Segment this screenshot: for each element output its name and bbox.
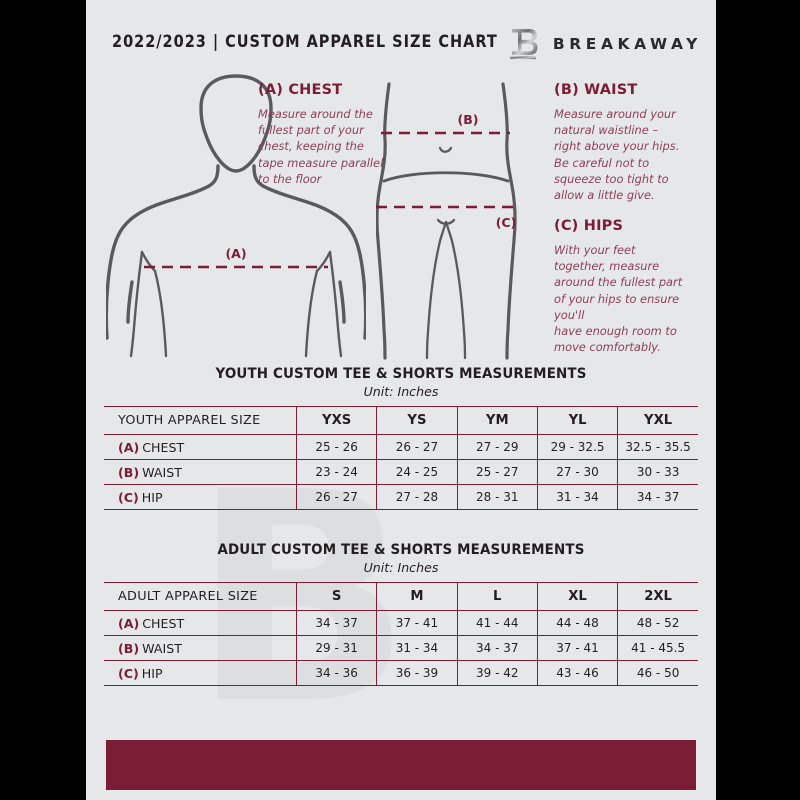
adult-waist-l: 34 - 37 xyxy=(456,635,538,661)
youth-row-chest-label: (A) CHEST xyxy=(104,434,297,460)
callout-hips: (C) HIPS With your feet together, measur… xyxy=(554,218,706,355)
adult-hip-2xl: 46 - 50 xyxy=(617,660,698,686)
row-text: WAIST xyxy=(142,640,182,656)
youth-chest-yxl: 32.5 - 35.5 xyxy=(617,434,698,460)
youth-row-waist-label: (B) WAIST xyxy=(104,459,297,485)
lower-body-front-figure: (B) (C) xyxy=(376,82,517,360)
adult-waist-s: 29 - 31 xyxy=(295,635,377,661)
callout-waist: (B) WAIST Measure around your natural wa… xyxy=(554,82,706,203)
row-text: CHEST xyxy=(142,439,185,455)
page-title: 2022/2023 | CUSTOM APPAREL SIZE CHART xyxy=(112,32,498,51)
youth-size-col-1: YS xyxy=(376,406,458,435)
youth-waist-yxl: 30 - 33 xyxy=(617,459,698,485)
adult-chest-xl: 44 - 48 xyxy=(536,610,618,636)
callout-hips-body: With your feet together, measure around … xyxy=(554,243,683,355)
callout-waist-heading: (B) WAIST xyxy=(554,82,638,98)
adult-hip-m: 36 - 39 xyxy=(376,660,458,686)
adult-size-col-4: 2XL xyxy=(617,582,698,611)
adult-hip-l: 39 - 42 xyxy=(456,660,538,686)
youth-hip-yxl: 34 - 37 xyxy=(617,484,698,510)
adult-size-col-1: M xyxy=(376,582,458,611)
youth-row-hip-label: (C) HIP xyxy=(104,484,297,510)
callout-hips-heading: (C) HIPS xyxy=(554,218,624,234)
breakaway-b-logo-icon xyxy=(509,29,538,60)
adult-size-col-0: S xyxy=(295,582,377,611)
youth-size-col-3: YL xyxy=(536,406,618,435)
callout-chest-heading: (A) CHEST xyxy=(258,82,343,98)
chest-measure-label: (A) xyxy=(225,246,246,261)
adult-size-column-label: ADULT APPAREL SIZE xyxy=(104,582,297,611)
callout-chest-body: Measure around the fullest part of your … xyxy=(258,107,384,186)
adult-waist-2xl: 41 - 45.5 xyxy=(617,635,698,661)
row-mark-b: (B) xyxy=(118,640,140,656)
adult-chest-2xl: 48 - 52 xyxy=(617,610,698,636)
adult-size-col-2: L xyxy=(456,582,538,611)
callout-waist-body: Measure around your natural waistline – … xyxy=(554,107,680,202)
row-mark-a: (A) xyxy=(118,439,140,455)
youth-chest-yxs: 25 - 26 xyxy=(295,434,377,460)
table-row: (A) CHEST 34 - 37 37 - 41 41 - 44 44 - 48… xyxy=(104,610,698,636)
waist-measure-label: (B) xyxy=(458,112,479,127)
row-text: CHEST xyxy=(142,615,185,631)
brand-name: BREAKAWAY xyxy=(552,35,702,53)
youth-size-col-0: YXS xyxy=(295,406,377,435)
table-header-row: ADULT APPAREL SIZE S M L XL 2XL xyxy=(104,582,698,611)
row-mark-c: (C) xyxy=(118,665,139,681)
adult-row-hip-label: (C) HIP xyxy=(104,660,297,686)
youth-hip-yl: 31 - 34 xyxy=(536,484,618,510)
youth-chest-ym: 27 - 29 xyxy=(456,434,538,460)
footer-accent-bar xyxy=(106,740,696,790)
youth-waist-yl: 27 - 30 xyxy=(536,459,618,485)
youth-table-unit: Unit: Inches xyxy=(363,384,439,399)
adult-row-waist-label: (B) WAIST xyxy=(104,635,297,661)
youth-hip-ym: 28 - 31 xyxy=(456,484,538,510)
youth-size-table: YOUTH APPAREL SIZE YXS YS YM YL YXL (A) C… xyxy=(104,406,698,510)
youth-hip-yxs: 26 - 27 xyxy=(295,484,377,510)
table-row: (B) WAIST 23 - 24 24 - 25 25 - 27 27 - 30… xyxy=(104,459,698,485)
table-row: (C) HIP 34 - 36 36 - 39 39 - 42 43 - 46 4… xyxy=(104,660,698,686)
table-header-row: YOUTH APPAREL SIZE YXS YS YM YL YXL xyxy=(104,406,698,435)
youth-hip-ys: 27 - 28 xyxy=(376,484,458,510)
youth-size-col-2: YM xyxy=(456,406,538,435)
measurement-diagrams: (A) xyxy=(86,70,716,370)
adult-chest-m: 37 - 41 xyxy=(376,610,458,636)
youth-size-table-block: YOUTH CUSTOM TEE & SHORTS MEASUREMENTS U… xyxy=(86,366,716,510)
callout-chest: (A) CHEST Measure around the fullest par… xyxy=(258,82,410,187)
hip-measure-label: (C) xyxy=(496,215,517,230)
table-row: (B) WAIST 29 - 31 31 - 34 34 - 37 37 - 41… xyxy=(104,635,698,661)
adult-chest-s: 34 - 37 xyxy=(295,610,377,636)
adult-waist-xl: 37 - 41 xyxy=(536,635,618,661)
adult-size-table-block: ADULT CUSTOM TEE & SHORTS MEASUREMENTS U… xyxy=(86,542,716,686)
youth-waist-yxs: 23 - 24 xyxy=(295,459,377,485)
adult-table-title: ADULT CUSTOM TEE & SHORTS MEASUREMENTS xyxy=(217,542,585,558)
row-text: HIP xyxy=(141,489,163,505)
adult-row-chest-label: (A) CHEST xyxy=(104,610,297,636)
row-mark-c: (C) xyxy=(118,489,139,505)
page-header: 2022/2023 | CUSTOM APPAREL SIZE CHART xyxy=(86,28,716,62)
table-row: (A) CHEST 25 - 26 26 - 27 27 - 29 29 - 32… xyxy=(104,434,698,460)
table-row: (C) HIP 26 - 27 27 - 28 28 - 31 31 - 34 3… xyxy=(104,484,698,510)
brand-logo: BREAKAWAY xyxy=(509,26,702,62)
youth-waist-ys: 24 - 25 xyxy=(376,459,458,485)
row-text: WAIST xyxy=(142,464,182,480)
row-mark-a: (A) xyxy=(118,615,140,631)
youth-size-column-label: YOUTH APPAREL SIZE xyxy=(104,406,297,435)
adult-hip-s: 34 - 36 xyxy=(295,660,377,686)
youth-chest-yl: 29 - 32.5 xyxy=(536,434,618,460)
upper-body-front-figure: (A) xyxy=(106,74,366,358)
adult-size-table: ADULT APPAREL SIZE S M L XL 2XL (A) CHEST… xyxy=(104,582,698,686)
youth-chest-ys: 26 - 27 xyxy=(376,434,458,460)
youth-size-col-4: YXL xyxy=(617,406,698,435)
adult-hip-xl: 43 - 46 xyxy=(536,660,618,686)
adult-table-unit: Unit: Inches xyxy=(363,560,439,575)
youth-table-title: YOUTH CUSTOM TEE & SHORTS MEASUREMENTS xyxy=(215,366,587,382)
youth-waist-ym: 25 - 27 xyxy=(456,459,538,485)
adult-size-col-3: XL xyxy=(536,582,618,611)
page-canvas: B 2022/2023 | CUSTOM APPAREL SIZE CHART xyxy=(86,0,716,800)
row-text: HIP xyxy=(141,665,163,681)
adult-chest-l: 41 - 44 xyxy=(456,610,538,636)
adult-waist-m: 31 - 34 xyxy=(376,635,458,661)
row-mark-b: (B) xyxy=(118,464,140,480)
